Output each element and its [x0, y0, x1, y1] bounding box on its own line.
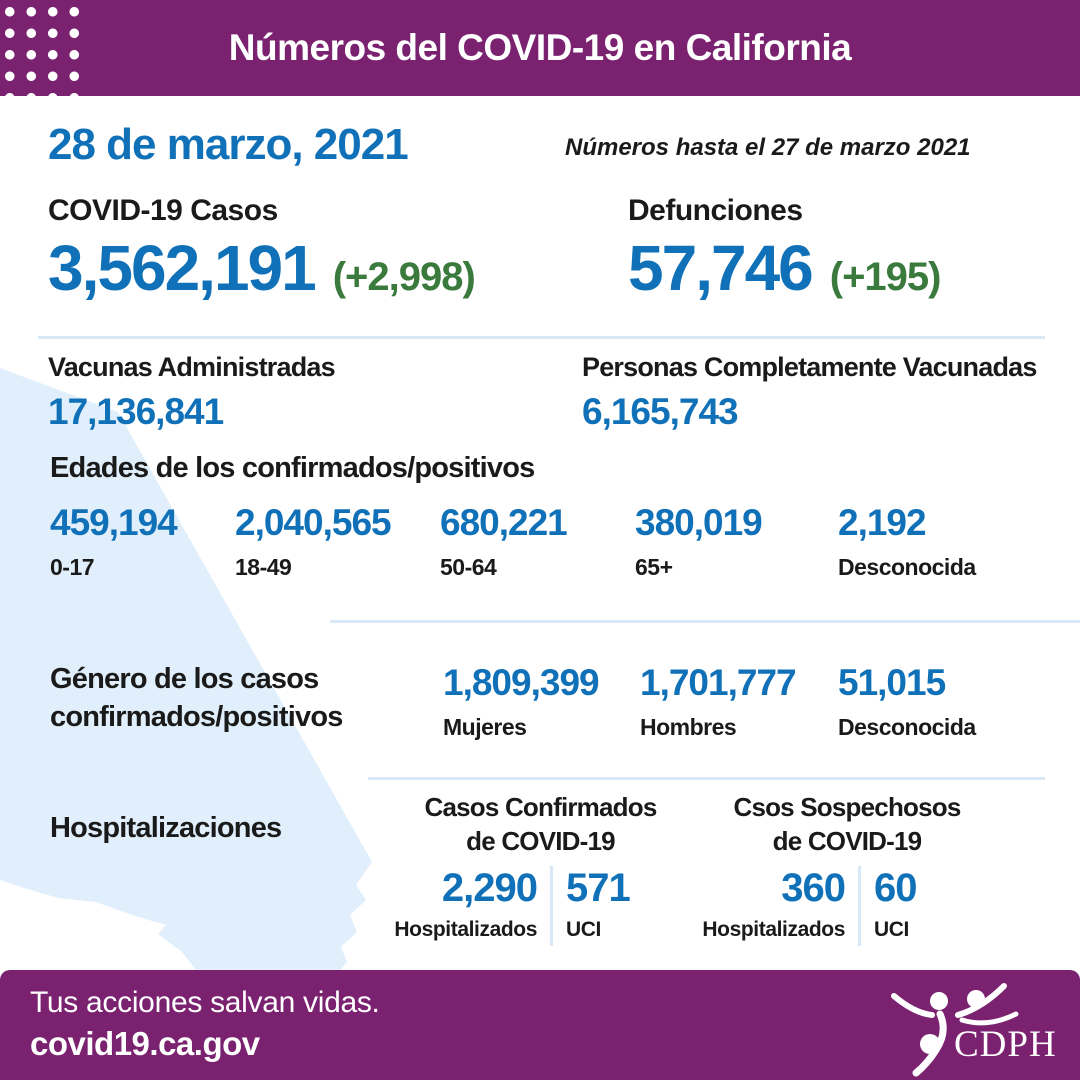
gender-heading-line2: confirmados/positivos: [50, 701, 343, 733]
suspected-title-line1: Csos Sospechosos: [733, 792, 961, 822]
deaths-label: Defunciones: [628, 194, 803, 227]
divider-ages-gender: [330, 620, 1080, 623]
confirmed-icu-label: UCI: [566, 918, 601, 941]
age-value: 380,019: [635, 502, 763, 543]
deaths-delta: (+195): [829, 255, 942, 299]
fully-vaccinated-label: Personas Completamente Vacunadas: [582, 352, 1037, 382]
suspected-hospitalized: 360 Hospitalizados: [680, 866, 846, 942]
suspected-hospitalized-value: 360: [781, 866, 846, 910]
cdph-logo-text: CDPH: [954, 1024, 1057, 1065]
gender-label: Mujeres: [443, 714, 527, 740]
confirmed-title-line1: Casos Confirmados: [424, 792, 657, 822]
gender-group-women: 1,809,399 Mujeres: [443, 662, 600, 741]
age-value: 2,192: [838, 502, 927, 543]
footer-tagline: Tus acciones salvan vidas.: [30, 986, 380, 1019]
age-label: 0-17: [50, 554, 95, 580]
vertical-divider: [550, 866, 553, 946]
dots-pattern-decoration: [0, 1, 85, 96]
gender-label: Desconocida: [838, 714, 976, 740]
page-title: Números del COVID-19 en California: [228, 27, 852, 68]
confirmed-hospitalization-stats: 2,290 Hospitalizados 571 UCI: [372, 866, 631, 946]
cases-label: COVID-19 Casos: [48, 194, 278, 227]
vaccines-administered-value: 17,136,841: [48, 391, 224, 432]
suspected-icu-label: UCI: [874, 918, 909, 941]
vertical-divider: [858, 866, 861, 946]
suspected-hospitalization-stats: 360 Hospitalizados 60 UCI: [680, 866, 917, 946]
cases-value: 3,562,191: [48, 232, 317, 304]
age-value: 680,221: [440, 502, 568, 543]
ages-section-heading: Edades de los confirmados/positivos: [50, 452, 535, 484]
age-group-50-64: 680,221 50-64: [440, 502, 568, 581]
confirmed-hospitalized-label: Hospitalizados: [394, 918, 537, 941]
cdph-logo: CDPH: [891, 983, 1057, 1077]
deaths-value: 57,746: [628, 232, 814, 304]
footer-url: covid19.ca.gov: [30, 1025, 260, 1062]
hospitalizations-heading: Hospitalizaciones: [50, 812, 282, 844]
age-label: 65+: [635, 554, 673, 580]
confirmed-hospitalized: 2,290 Hospitalizados: [372, 866, 538, 942]
divider-top: [38, 336, 1045, 339]
suspected-icu-value: 60: [874, 866, 917, 910]
suspected-title-line2: de COVID-19: [772, 826, 922, 856]
age-value: 459,194: [50, 502, 178, 543]
california-map-silhouette: [0, 368, 372, 1020]
age-value: 2,040,565: [235, 502, 392, 543]
age-group-18-49: 2,040,565 18-49: [235, 502, 392, 581]
gender-group-unknown: 51,015 Desconocida: [838, 662, 976, 741]
cases-stat: COVID-19 Casos 3,562,191 (+2,998): [48, 194, 476, 304]
age-label: Desconocida: [838, 554, 976, 580]
footer-bar: Tus acciones salvan vidas. covid19.ca.go…: [0, 970, 1080, 1080]
age-group-unknown: 2,192 Desconocida: [838, 502, 976, 581]
age-label: 50-64: [440, 554, 497, 580]
confirmed-cases-title: Casos Confirmados de COVID-19: [408, 790, 673, 858]
fully-vaccinated-stat: Personas Completamente Vacunadas 6,165,7…: [582, 352, 1037, 433]
cases-delta: (+2,998): [332, 255, 476, 299]
fully-vaccinated-value: 6,165,743: [582, 391, 739, 432]
age-group-0-17: 459,194 0-17: [50, 502, 178, 581]
deaths-stat: Defunciones 57,746 (+195): [628, 194, 941, 300]
gender-heading-line1: Género de los casos: [50, 663, 319, 695]
report-date: 28 de marzo, 2021: [48, 120, 409, 169]
gender-value: 1,809,399: [443, 662, 600, 703]
suspected-hospitalized-label: Hospitalizados: [702, 918, 845, 941]
confirmed-title-line2: de COVID-19: [466, 826, 615, 856]
gender-value: 1,701,777: [640, 662, 797, 703]
confirmed-icu: 571 UCI: [566, 866, 631, 942]
suspected-cases-title: Csos Sospechosos de COVID-19: [722, 790, 972, 858]
confirmed-hospitalized-value: 2,290: [441, 866, 538, 910]
header-bar: Números del COVID-19 en California: [0, 0, 1080, 96]
vaccines-administered-stat: Vacunas Administradas 17,136,841: [48, 352, 336, 433]
vaccines-administered-label: Vacunas Administradas: [48, 352, 336, 382]
age-label: 18-49: [235, 554, 292, 580]
gender-group-men: 1,701,777 Hombres: [640, 662, 797, 741]
data-as-of-note: Números hasta el 27 de marzo 2021: [565, 134, 971, 161]
divider-gender-hospitalizations: [368, 777, 1045, 780]
gender-section-heading: Género de los casos confirmados/positivo…: [50, 660, 343, 736]
age-group-65-plus: 380,019 65+: [635, 502, 763, 581]
confirmed-icu-value: 571: [566, 866, 631, 910]
gender-label: Hombres: [640, 714, 737, 740]
suspected-icu: 60 UCI: [874, 866, 917, 942]
gender-value: 51,015: [838, 662, 946, 703]
